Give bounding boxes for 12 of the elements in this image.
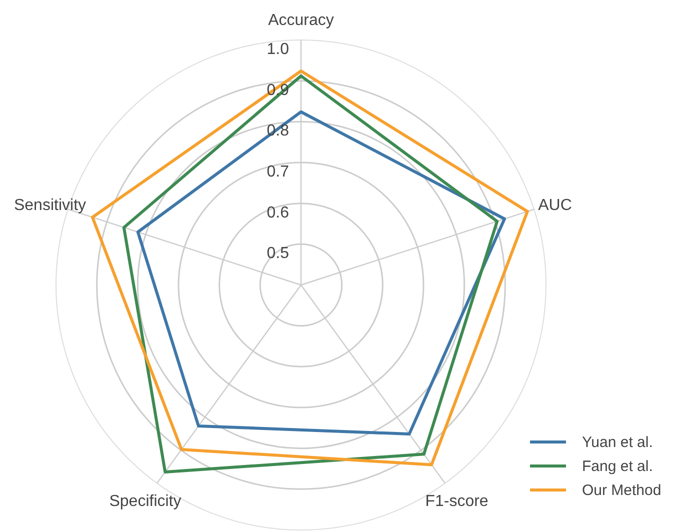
- legend-label: Yuan et al.: [582, 434, 653, 451]
- y-tick-label: 0.5: [266, 245, 290, 262]
- spoke-label: F1-score: [425, 493, 488, 510]
- spoke-label: Specificity: [109, 493, 182, 510]
- y-tick-label: 0.6: [266, 204, 290, 222]
- spoke-label: Sensitivity: [14, 197, 86, 214]
- spoke-label: Accuracy: [268, 12, 334, 29]
- spoke-label: AUC: [538, 197, 572, 214]
- y-tick-label: 1.0: [266, 41, 290, 58]
- legend-label: Our Method: [582, 482, 662, 499]
- legend-label: Fang et al.: [582, 458, 653, 475]
- y-tick-label: 0.7: [266, 164, 290, 180]
